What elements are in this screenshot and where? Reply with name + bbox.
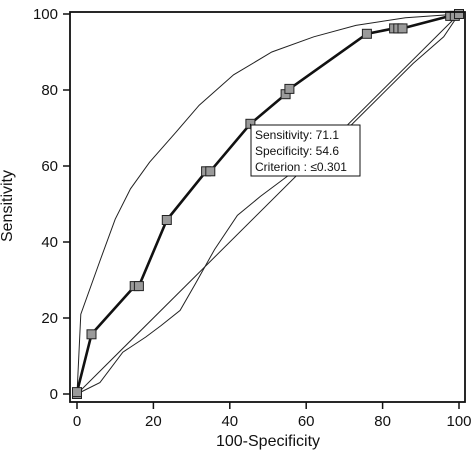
confidence-band [76, 13, 460, 395]
roc-curve [75, 12, 460, 394]
x-tick-label: 80 [374, 413, 391, 430]
roc-point [205, 166, 216, 177]
x-tick-label: 100 [446, 413, 471, 430]
roc-point [454, 9, 464, 19]
y-tick-label: 0 [50, 386, 58, 403]
roc-point [161, 215, 172, 225]
x-axis-label: 100-Specificity [216, 433, 320, 450]
annotation-criterion: Criterion : ≤0.301 [255, 160, 347, 174]
roc-point [397, 23, 408, 34]
roc-point [133, 281, 144, 292]
criterion-annotation: Sensitivity: 71.1 Specificity: 54.6 Crit… [249, 123, 361, 177]
roc-point [284, 83, 295, 94]
x-tick-label: 20 [145, 413, 162, 430]
x-tick-label: 0 [73, 413, 81, 430]
annotation-sensitivity: Sensitivity: 71.1 [255, 128, 339, 142]
roc-point [361, 28, 372, 39]
y-tick-label: 60 [41, 158, 58, 175]
reference-diagonal [76, 13, 460, 395]
y-axis-label: Sensitivity [0, 170, 16, 242]
x-tick-label: 60 [298, 413, 315, 430]
roc-point [72, 387, 82, 398]
roc-point [86, 329, 97, 340]
y-tick-label: 40 [41, 234, 58, 251]
y-tick-label: 20 [41, 310, 58, 327]
ci-lower-line [76, 13, 460, 395]
x-axis-ticks: 0 20 40 60 80 100 [73, 402, 472, 430]
y-tick-label: 100 [33, 6, 58, 23]
reference-line [76, 13, 460, 395]
x-tick-label: 40 [221, 413, 238, 430]
y-tick-label: 80 [41, 82, 58, 99]
y-axis-ticks: 0 20 40 60 80 100 [33, 6, 70, 403]
annotation-specificity: Specificity: 54.6 [255, 144, 339, 158]
ci-upper-line [76, 13, 460, 395]
plot-frame [69, 11, 466, 403]
roc-line [75, 12, 460, 394]
annotation-box [250, 124, 361, 177]
